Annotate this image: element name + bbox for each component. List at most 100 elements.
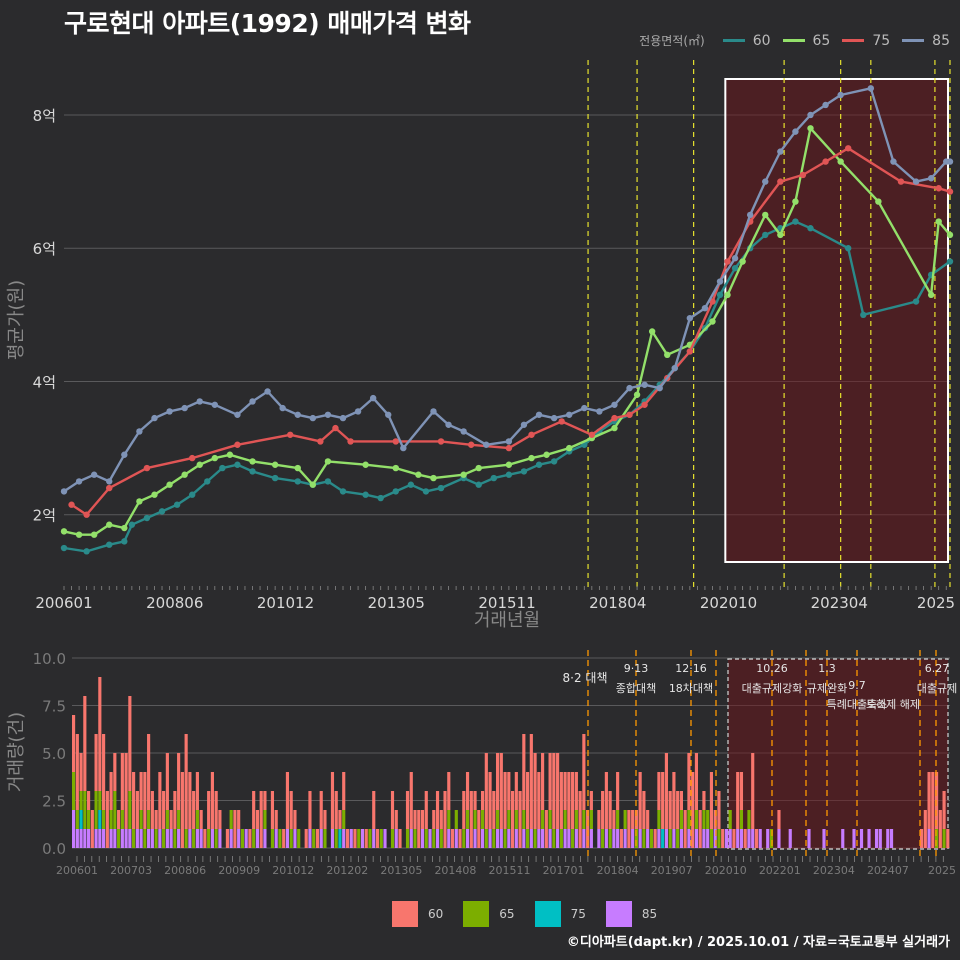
volume-xtick-label: 200909 — [218, 864, 260, 877]
volume-bar-85 — [657, 829, 661, 848]
volume-bar-65 — [462, 829, 466, 848]
series-point-85 — [686, 314, 694, 322]
volume-xtick-label: 201511 — [489, 864, 531, 877]
volume-bar-60 — [413, 810, 417, 829]
series-point-85 — [701, 304, 709, 312]
volume-bar-85 — [886, 829, 890, 848]
series-point-75 — [188, 454, 196, 462]
price-xtick-label: 200601 — [35, 594, 92, 612]
series-point-60 — [143, 514, 151, 522]
volume-xtick-label: 2025 — [928, 864, 956, 877]
source-caption: ©디아파트(dapt.kr) / 2025.10.01 / 자료=국토교통부 실… — [566, 935, 950, 950]
volume-bar-60 — [289, 791, 293, 829]
volume-bar-85 — [263, 829, 267, 848]
series-point-65 — [724, 291, 731, 299]
volume-bar-60 — [120, 753, 124, 810]
volume-bar-65 — [405, 829, 410, 848]
bar-legend-label-75: 75 — [570, 907, 586, 921]
volume-bar-85 — [75, 829, 79, 848]
price-ytick-label: 4억 — [33, 373, 56, 391]
series-point-85 — [166, 408, 173, 415]
legend-swatch-60 — [722, 39, 745, 42]
series-point-85 — [211, 401, 219, 408]
volume-bar-85 — [751, 829, 755, 848]
volume-bar-65 — [548, 810, 552, 829]
series-point-85 — [777, 148, 784, 155]
bar-legend-item-85: 85 — [605, 901, 657, 927]
policy-annotation-text: 종합대책 — [616, 682, 656, 695]
volume-bar-85 — [285, 829, 290, 848]
volume-bar-60 — [507, 772, 511, 810]
volume-bar-60 — [522, 734, 526, 810]
volume-bar-85 — [758, 829, 762, 848]
volume-bar-60 — [372, 791, 376, 829]
volume-bar-60 — [484, 753, 488, 829]
volume-bar-65 — [706, 810, 710, 829]
series-point-75 — [505, 444, 513, 452]
volume-bar-85 — [514, 829, 518, 848]
volume-xtick-label: 201408 — [434, 864, 476, 877]
series-point-75 — [935, 185, 942, 192]
series-point-60 — [294, 478, 301, 485]
volume-bar-60 — [601, 791, 605, 829]
volume-bar-60 — [135, 791, 139, 829]
series-point-65 — [762, 211, 769, 219]
volume-bar-65 — [934, 829, 939, 848]
volume-bar-60 — [409, 772, 413, 829]
volume-bar-60 — [679, 791, 683, 810]
volume-bar-60 — [113, 753, 117, 791]
series-point-85 — [249, 398, 256, 405]
volume-bar-65 — [709, 829, 714, 848]
volume-bar-60 — [495, 753, 500, 810]
volume-bar-65 — [424, 829, 428, 848]
volume-bar-65 — [747, 810, 751, 829]
series-point-60 — [437, 484, 445, 492]
volume-bar-60 — [627, 810, 631, 848]
volume-bar-85 — [87, 829, 91, 848]
volume-bar-65 — [143, 829, 147, 848]
volume-bar-65 — [323, 829, 327, 848]
volume-bar-85 — [244, 829, 248, 848]
volume-bar-60 — [248, 829, 252, 848]
series-point-85 — [483, 441, 490, 448]
series-point-85 — [566, 411, 573, 418]
series-point-75 — [822, 158, 829, 165]
series-point-85 — [324, 411, 332, 418]
series-point-85 — [309, 414, 317, 422]
volume-bar-60 — [676, 791, 680, 829]
volume-bar-85 — [582, 829, 586, 848]
volume-bar-85 — [150, 829, 154, 848]
volume-bar-85 — [499, 829, 503, 848]
series-point-75 — [287, 431, 294, 438]
volume-bar-65 — [769, 829, 774, 848]
volume-bar-85 — [623, 829, 627, 848]
volume-bar-60 — [559, 772, 563, 829]
series-point-65 — [415, 471, 422, 478]
volume-bar-60 — [184, 734, 188, 829]
volume-bar-85 — [495, 829, 500, 848]
legend-swatch-65 — [782, 39, 805, 42]
series-point-75 — [467, 441, 475, 448]
price-xtick-label: 201511 — [478, 594, 535, 612]
series-point-85 — [867, 85, 875, 92]
series-point-85 — [641, 381, 648, 388]
series-point-85 — [837, 91, 844, 99]
volume-bar-75 — [661, 829, 665, 848]
volume-bar-60 — [698, 810, 702, 848]
volume-bar-60 — [143, 772, 147, 829]
series-point-65 — [90, 531, 98, 538]
bar-legend-box-85 — [605, 901, 632, 927]
volume-bar-65 — [484, 829, 488, 848]
series-point-75 — [317, 438, 324, 445]
policy-annotation-date: 6.27 — [925, 662, 950, 675]
price-ytick-label: 8억 — [33, 107, 56, 125]
volume-ytick-label: 7.5 — [42, 698, 66, 716]
series-point-65 — [136, 498, 143, 505]
volume-bar-75 — [98, 810, 102, 829]
volume-bar-85 — [383, 829, 387, 848]
volume-bar-60 — [946, 829, 950, 848]
volume-bar-60 — [195, 772, 199, 810]
volume-bar-65 — [589, 810, 593, 829]
volume-bar-60 — [582, 734, 586, 810]
series-point-65 — [709, 318, 716, 325]
